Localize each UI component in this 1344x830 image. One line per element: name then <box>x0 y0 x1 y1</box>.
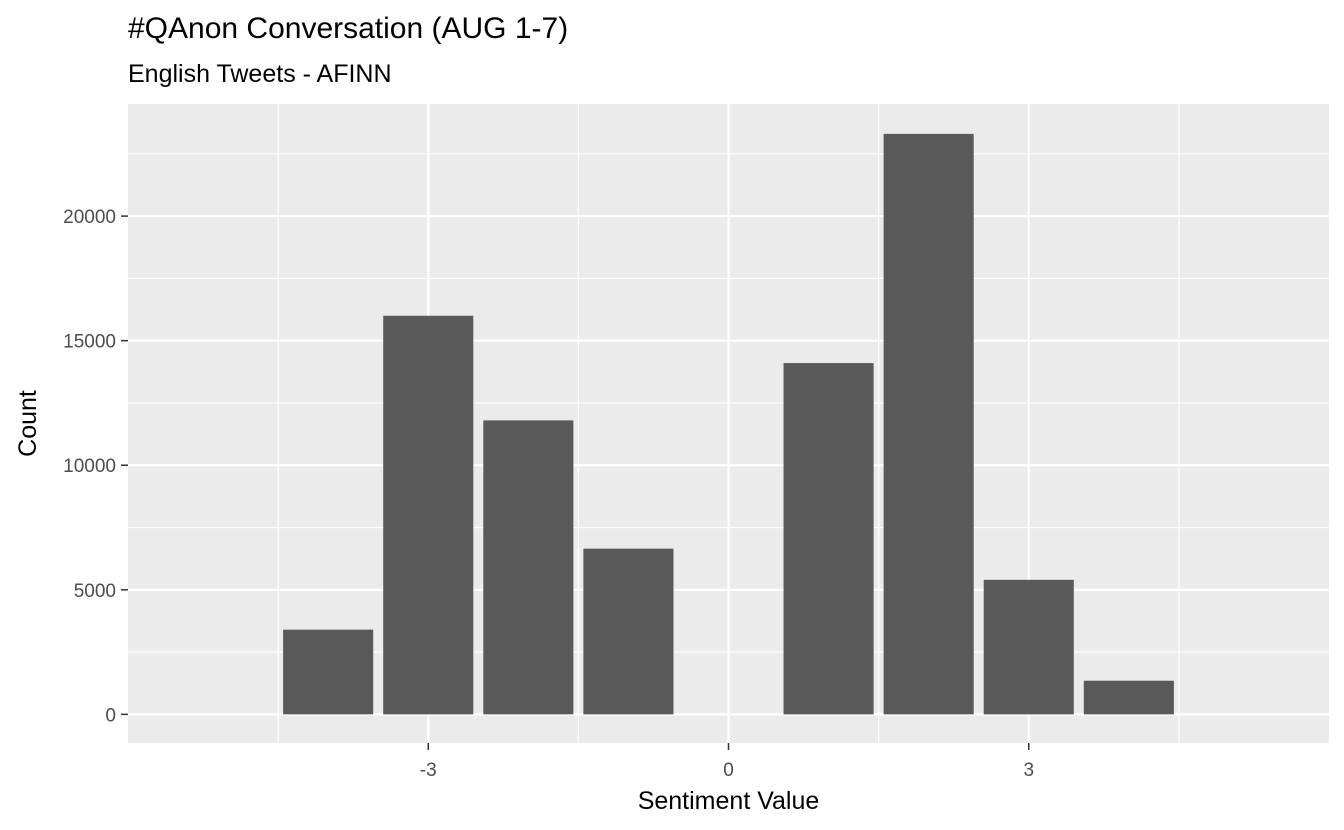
y-tick-label: 0 <box>105 705 116 726</box>
chart-title: #QAnon Conversation (AUG 1-7) <box>128 12 569 45</box>
y-tick-label: 20000 <box>63 207 116 228</box>
bar <box>283 629 374 715</box>
chart-subtitle: English Tweets - AFINN <box>128 60 392 88</box>
y-tick-label: 10000 <box>63 456 116 477</box>
x-axis: -3 0 3 <box>420 743 1034 781</box>
bar <box>583 548 674 715</box>
x-tick-label: -3 <box>420 760 437 781</box>
y-axis: 0 5000 10000 15000 20000 <box>63 207 128 726</box>
bar <box>983 579 1074 715</box>
x-tick-label: 3 <box>1023 760 1034 781</box>
bar <box>383 315 474 715</box>
bars <box>283 133 1174 715</box>
x-tick-label: 0 <box>723 760 734 781</box>
y-tick-label: 15000 <box>63 332 116 353</box>
bar <box>783 363 874 715</box>
bar <box>483 420 574 715</box>
bar <box>1083 680 1174 715</box>
y-tick-label: 5000 <box>74 581 116 602</box>
bar <box>883 133 974 715</box>
y-axis-title: Count <box>14 390 42 457</box>
x-axis-title: Sentiment Value <box>638 787 820 815</box>
